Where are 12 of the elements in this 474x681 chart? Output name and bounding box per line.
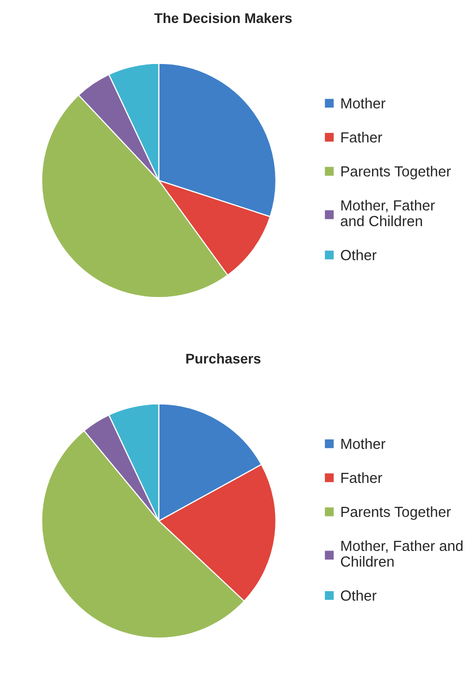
- legend-label: Other: [340, 250, 376, 260]
- legend-label: Father: [341, 132, 382, 143]
- legend-label: Mother, Father and Children: [340, 200, 435, 226]
- legend-label: Mother: [341, 438, 386, 450]
- chart-title: Purchasers: [186, 353, 260, 364]
- legend-label: Mother, Father and Children: [340, 540, 463, 567]
- chart-title: The Decision Makers: [154, 12, 292, 24]
- legend-label: Father: [341, 472, 382, 484]
- legend-label: Other: [340, 590, 376, 601]
- legend-label: Mother: [341, 98, 386, 109]
- legend-label: Parents Together: [341, 166, 451, 180]
- legend-label: Parents Together: [341, 506, 451, 520]
